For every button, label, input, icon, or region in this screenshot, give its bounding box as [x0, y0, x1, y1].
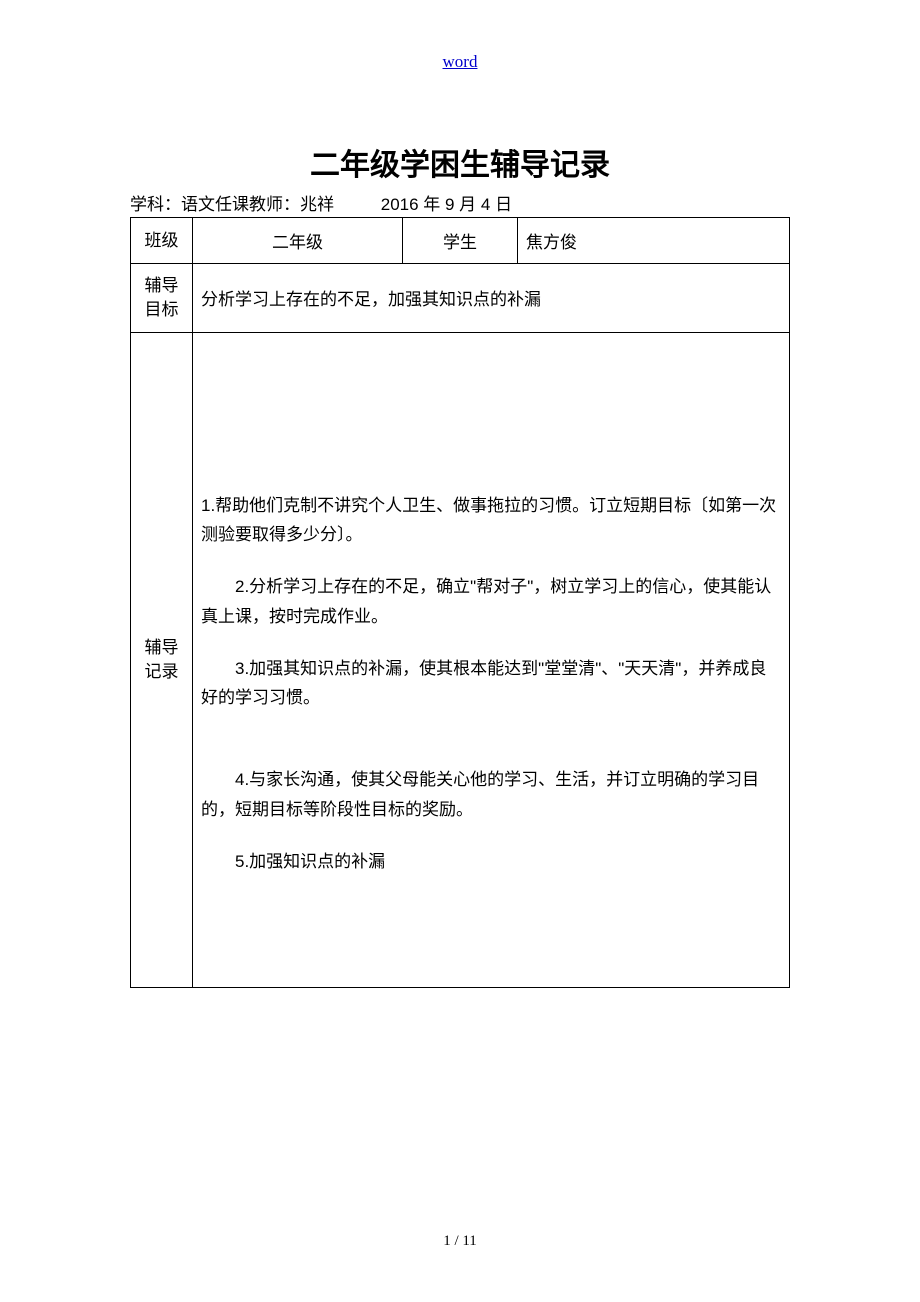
- record-label: 辅导 记录: [131, 332, 193, 987]
- record-label-line1: 辅导: [139, 636, 184, 660]
- table-row: 辅导 目标 分析学习上存在的不足，加强其知识点的补漏: [131, 264, 790, 333]
- page-number: 1 / 11: [443, 1233, 477, 1249]
- subject-label: 学科：: [130, 195, 181, 214]
- table-row: 班级 二年级 学生 焦方俊: [131, 218, 790, 264]
- teacher-value: 兆祥: [300, 195, 334, 214]
- record-table: 班级 二年级 学生 焦方俊 辅导 目标 分析学习上存在的不足，加强其知识点的补漏…: [130, 217, 790, 988]
- goal-value: 分析学习上存在的不足，加强其知识点的补漏: [193, 264, 790, 333]
- student-value: 焦方俊: [518, 218, 790, 264]
- page-header: word: [0, 0, 920, 72]
- page-footer: 1 / 11: [0, 1233, 920, 1250]
- class-value: 二年级: [193, 218, 403, 264]
- record-item-4: 4.与家长沟通，使其父母能关心他的学习、生活，并订立明确的学习目的，短期目标等阶…: [201, 765, 781, 825]
- subtitle-row: 学科：语文任课教师：兆祥 2016 年 9 月 4 日: [130, 190, 790, 215]
- document-title: 二年级学困生辅导记录: [130, 140, 790, 184]
- record-item-2: 2.分析学习上存在的不足，确立"帮对子"，树立学习上的信心，使其能认真上课，按时…: [201, 572, 781, 632]
- date-value: 2016 年 9 月 4 日: [381, 190, 512, 215]
- goal-label: 辅导 目标: [131, 264, 193, 333]
- student-label: 学生: [403, 218, 518, 264]
- record-label-line2: 记录: [139, 660, 184, 684]
- content-area: 二年级学困生辅导记录 学科：语文任课教师：兆祥 2016 年 9 月 4 日 班…: [0, 140, 920, 988]
- subject-value: 语文: [181, 195, 215, 214]
- goal-label-line1: 辅导: [139, 274, 184, 298]
- record-item-1: 1.帮助他们克制不讲究个人卫生、做事拖拉的习惯。订立短期目标〔如第一次测验要取得…: [201, 491, 781, 551]
- goal-label-line2: 目标: [139, 298, 184, 322]
- record-item-3: 3.加强其知识点的补漏，使其根本能达到"堂堂清"、"天天清"，并养成良好的学习习…: [201, 654, 781, 714]
- class-label: 班级: [131, 218, 193, 264]
- header-text: word: [443, 52, 478, 71]
- teacher-label: 任课教师：: [215, 195, 300, 214]
- record-item-5: 5.加强知识点的补漏: [201, 847, 781, 877]
- table-row: 辅导 记录 1.帮助他们克制不讲究个人卫生、做事拖拉的习惯。订立短期目标〔如第一…: [131, 332, 790, 987]
- record-content: 1.帮助他们克制不讲究个人卫生、做事拖拉的习惯。订立短期目标〔如第一次测验要取得…: [193, 332, 790, 987]
